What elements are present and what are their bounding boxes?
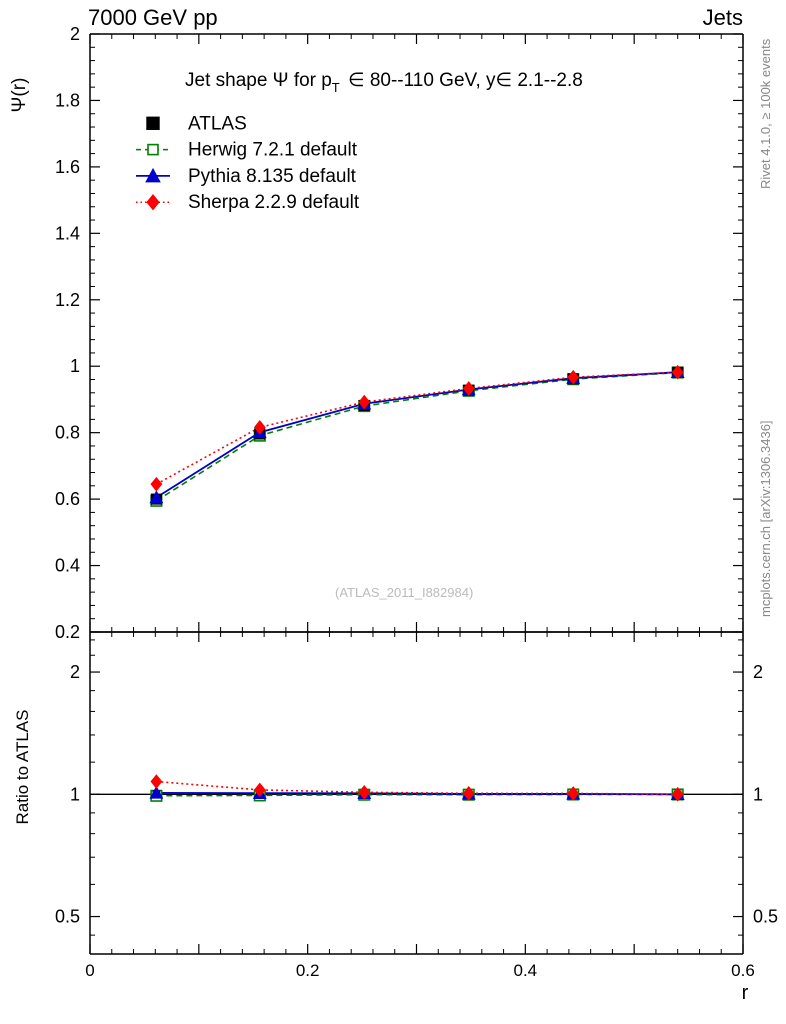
svg-text:7000 GeV pp: 7000 GeV pp [88,5,218,30]
svg-text:0.6: 0.6 [55,489,80,509]
svg-text:2: 2 [753,662,763,682]
svg-text:1: 1 [70,356,80,376]
svg-text:1: 1 [70,784,80,804]
svg-text:Jets: Jets [703,5,743,30]
svg-text:0: 0 [85,961,94,980]
svg-text:1: 1 [753,784,763,804]
svg-text:Pythia 8.135 default: Pythia 8.135 default [188,166,357,187]
svg-text:0.4: 0.4 [55,556,80,576]
svg-text:Sherpa 2.2.9 default: Sherpa 2.2.9 default [188,192,360,213]
svg-text:1.6: 1.6 [55,157,80,177]
svg-text:2: 2 [70,662,80,682]
svg-text:∈ 80--110 GeV, y∈ 2.1--2.8: ∈ 80--110 GeV, y∈ 2.1--2.8 [348,70,583,91]
svg-text:0.4: 0.4 [514,961,538,980]
svg-text:0.2: 0.2 [55,622,80,642]
svg-text:0.5: 0.5 [55,907,80,927]
svg-text:0.5: 0.5 [753,907,778,927]
svg-text:Rivet 4.1.0, ≥ 100k events: Rivet 4.1.0, ≥ 100k events [758,38,773,189]
svg-text:Ψ(r): Ψ(r) [9,78,30,113]
svg-text:r: r [742,982,749,1004]
svg-text:1.4: 1.4 [55,223,80,243]
svg-text:Ratio to ATLAS: Ratio to ATLAS [13,710,32,825]
svg-text:T: T [332,80,340,95]
svg-text:1.8: 1.8 [55,90,80,110]
svg-text:2: 2 [70,24,80,44]
svg-text:0.8: 0.8 [55,423,80,443]
svg-text:0.6: 0.6 [731,961,755,980]
svg-text:1.2: 1.2 [55,290,80,310]
svg-text:Jet shape Ψ for p: Jet shape Ψ for p [185,70,332,91]
svg-text:(ATLAS_2011_I882984): (ATLAS_2011_I882984) [335,585,473,600]
svg-text:mcplots.cern.ch [arXiv:1306.34: mcplots.cern.ch [arXiv:1306.3436] [758,420,773,617]
svg-text:Herwig 7.2.1 default: Herwig 7.2.1 default [188,140,358,161]
svg-text:ATLAS: ATLAS [188,113,247,134]
svg-text:0.2: 0.2 [296,961,320,980]
